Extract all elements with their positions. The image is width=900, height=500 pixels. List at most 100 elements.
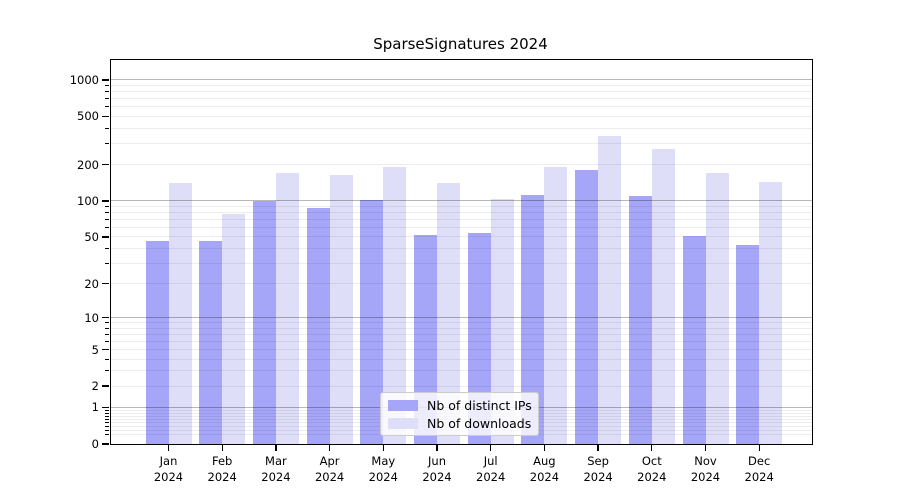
bar-distinct-ips-sep xyxy=(575,170,599,444)
y-minor-tick-90 xyxy=(105,205,110,207)
legend-swatch-distinct-ips xyxy=(388,399,418,411)
gridline-50 xyxy=(111,236,812,238)
x-tick-jun xyxy=(436,444,438,451)
y-tick-label-2: 2 xyxy=(91,379,99,394)
bar-distinct-ips-nov xyxy=(682,235,706,444)
y-minor-tick-700 xyxy=(105,98,110,100)
minor-gridline-800 xyxy=(111,91,812,93)
minor-gridline-9 xyxy=(111,322,812,324)
bar-downloads-aug xyxy=(544,166,568,444)
legend-label-distinct-ips: Nb of distinct IPs xyxy=(427,397,532,413)
minor-gridline-80 xyxy=(111,211,812,213)
bar-downloads-jun xyxy=(437,182,460,444)
y-tick-500 xyxy=(102,115,110,118)
bar-downloads-jul xyxy=(490,198,514,444)
y-minor-tick-4 xyxy=(105,358,110,360)
x-tick-mar xyxy=(275,444,277,451)
gridline-5 xyxy=(111,349,812,351)
gridline-200 xyxy=(111,164,812,166)
y-tick-label-200: 200 xyxy=(77,157,99,172)
y-minor-tick-30 xyxy=(105,262,110,264)
y-minor-tick-6 xyxy=(105,340,110,342)
gridline-20 xyxy=(111,283,812,285)
x-tick-label-oct: Oct 2024 xyxy=(637,454,667,484)
y-tick-label-100: 100 xyxy=(77,193,99,208)
y-minor-tick-400 xyxy=(105,127,110,129)
y-minor-tick-0.4 xyxy=(105,425,110,427)
gridline-1000 xyxy=(111,79,812,81)
y-tick-label-0: 0 xyxy=(91,437,99,451)
bar-downloads-dec xyxy=(759,182,783,444)
bar-distinct-ips-apr xyxy=(306,207,330,444)
x-tick-apr xyxy=(328,444,331,451)
minor-gridline-300 xyxy=(111,142,812,144)
y-minor-tick-60 xyxy=(105,226,110,228)
x-tick-label-mar: Mar 2024 xyxy=(261,454,291,484)
minor-gridline-60 xyxy=(111,226,812,228)
y-minor-tick-8 xyxy=(105,327,110,329)
y-minor-tick-0.2 xyxy=(105,433,110,435)
y-minor-tick-40 xyxy=(105,247,110,249)
y-minor-tick-0.5 xyxy=(105,422,110,424)
y-minor-tick-7 xyxy=(105,333,110,335)
legend-label-downloads: Nb of downloads xyxy=(427,415,532,431)
chart-title: SparseSignatures 2024 xyxy=(373,35,548,53)
minor-gridline-600 xyxy=(111,106,812,108)
y-minor-tick-80 xyxy=(105,211,110,213)
x-tick-label-feb: Feb 2024 xyxy=(207,454,237,484)
minor-gridline-70 xyxy=(111,218,812,220)
legend-row-downloads: Nb of downloads xyxy=(381,416,538,431)
y-tick-1 xyxy=(102,406,110,409)
x-tick-label-jun: Jun 2024 xyxy=(422,454,452,484)
bar-distinct-ips-jan xyxy=(145,241,169,444)
x-tick-jan xyxy=(167,444,170,451)
y-tick-0 xyxy=(102,443,110,445)
y-minor-tick-0.8 xyxy=(105,412,110,414)
y-tick-200 xyxy=(102,163,110,166)
y-tick-20 xyxy=(102,282,110,285)
bar-distinct-ips-oct xyxy=(628,195,652,444)
x-tick-aug xyxy=(543,444,546,451)
y-tick-50 xyxy=(102,236,110,238)
y-tick-1000 xyxy=(102,79,110,81)
minor-gridline-3 xyxy=(111,370,812,372)
x-tick-label-nov: Nov 2024 xyxy=(690,454,721,484)
y-minor-tick-900 xyxy=(105,85,110,87)
y-minor-tick-0.9 xyxy=(105,409,110,411)
y-minor-tick-800 xyxy=(105,91,110,93)
y-tick-100 xyxy=(102,200,110,202)
minor-gridline-30 xyxy=(111,262,812,264)
bar-distinct-ips-feb xyxy=(199,241,223,444)
minor-gridline-900 xyxy=(111,85,812,87)
bar-distinct-ips-jun xyxy=(414,234,437,444)
gridline-10 xyxy=(111,317,812,319)
bar-downloads-mar xyxy=(275,173,299,444)
y-tick-label-10: 10 xyxy=(84,310,99,325)
x-tick-label-jan: Jan 2024 xyxy=(153,454,184,484)
x-tick-label-apr: Apr 2024 xyxy=(314,454,345,484)
x-tick-oct xyxy=(651,444,653,451)
x-tick-feb xyxy=(221,444,223,451)
minor-gridline-90 xyxy=(111,205,812,207)
x-tick-label-jul: Jul 2024 xyxy=(476,454,506,484)
minor-gridline-4 xyxy=(111,358,812,360)
y-tick-10 xyxy=(102,316,110,319)
y-tick-5 xyxy=(102,348,110,351)
minor-gridline-6 xyxy=(111,340,812,342)
x-tick-dec xyxy=(758,444,760,451)
y-tick-label-1: 1 xyxy=(91,400,99,415)
x-tick-jul xyxy=(490,444,492,451)
y-minor-tick-0.3 xyxy=(105,429,110,431)
bar-downloads-oct xyxy=(651,149,675,444)
plot-area: 0 1 2 5 10 20 50 100 200 500 1000 Jan 2024 Feb 2024 Mar… xyxy=(70,59,813,484)
y-tick-2 xyxy=(102,385,110,387)
minor-gridline-400 xyxy=(111,127,812,129)
minor-gridline-40 xyxy=(111,247,812,249)
y-minor-tick-3 xyxy=(105,370,110,372)
bar-downloads-nov xyxy=(705,173,729,444)
legend: Nb of distinct IPs Nb of downloads xyxy=(380,392,539,436)
bar-distinct-ips-may xyxy=(360,199,384,444)
x-tick-label-may: May 2024 xyxy=(368,454,398,484)
bar-distinct-ips-aug xyxy=(521,194,545,444)
legend-row-distinct-ips: Nb of distinct IPs xyxy=(381,398,538,413)
